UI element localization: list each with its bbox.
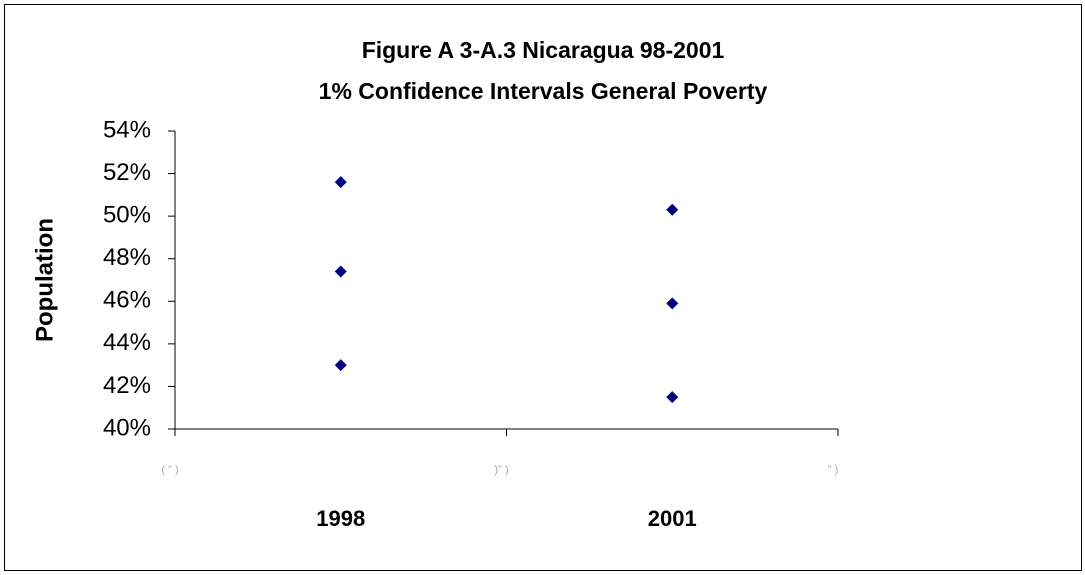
y-axis-label: Population bbox=[31, 218, 58, 342]
y-tick-label: 46% bbox=[103, 287, 151, 314]
chart-border bbox=[4, 4, 1082, 571]
y-tick-label: 48% bbox=[103, 244, 151, 271]
category-label: 1998 bbox=[316, 506, 365, 531]
y-tick-label: 40% bbox=[103, 414, 151, 441]
marker bbox=[334, 359, 347, 372]
chart-subtitle: 1% Confidence Intervals General Poverty bbox=[319, 78, 768, 104]
x-tick-label: )" ) bbox=[494, 464, 508, 476]
chart-title: Figure A 3-A.3 Nicaragua 98-2001 bbox=[362, 37, 725, 63]
category-label: 2001 bbox=[648, 506, 697, 531]
marker bbox=[334, 176, 347, 189]
marker bbox=[334, 265, 347, 278]
y-tick-label: 50% bbox=[103, 201, 151, 228]
marker bbox=[666, 297, 679, 310]
marker bbox=[666, 391, 679, 404]
marker bbox=[666, 203, 679, 216]
y-tick-label: 42% bbox=[103, 372, 151, 399]
x-tick-label: " ) bbox=[828, 464, 839, 476]
y-tick-label: 44% bbox=[103, 329, 151, 356]
y-tick-label: 52% bbox=[103, 159, 151, 186]
x-tick-label: ( " ) bbox=[161, 464, 178, 476]
y-tick-label: 54% bbox=[103, 116, 151, 143]
